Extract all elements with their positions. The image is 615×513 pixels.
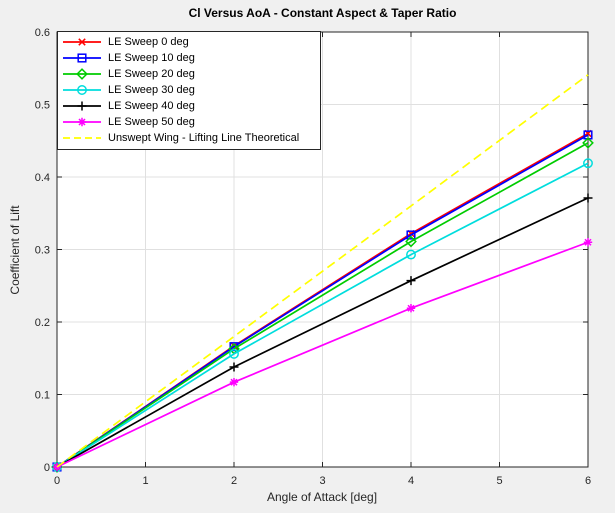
tick-labels: 0 1 2 3 4 5 6 0 0.1 0.2 0.3 0.4 0.5 0.6 [35, 27, 591, 487]
x-tick-label: 2 [231, 475, 237, 487]
legend-line-sample [63, 53, 101, 63]
series-unswept-wing-lifting-line-theoretical [56, 74, 589, 468]
y-tick-label: 0.4 [35, 172, 50, 184]
legend-label: LE Sweep 30 deg [108, 84, 195, 96]
y-tick-label: 0 [44, 462, 50, 474]
legend-label: LE Sweep 0 deg [108, 36, 189, 48]
grid-lines [57, 32, 588, 467]
x-tick-label: 5 [496, 475, 502, 487]
legend-label: LE Sweep 50 deg [108, 116, 195, 128]
y-tick-label: 0.6 [35, 27, 50, 39]
legend-line-sample [63, 137, 101, 139]
legend-item-le-sweep-0-deg: LE Sweep 0 deg [58, 34, 320, 50]
x-tick-label: 6 [585, 475, 591, 487]
legend-line-sample [63, 85, 101, 95]
legend-item-le-sweep-30-deg: LE Sweep 30 deg [58, 82, 320, 98]
legend-line-sample [63, 117, 101, 127]
legend-item-le-sweep-50-deg: LE Sweep 50 deg [58, 114, 320, 130]
legend-item-le-sweep-40-deg: LE Sweep 40 deg [58, 98, 320, 114]
legend-item-le-sweep-20-deg: LE Sweep 20 deg [58, 66, 320, 82]
legend-label: LE Sweep 40 deg [108, 100, 195, 112]
legend: LE Sweep 0 deg LE Sweep 10 deg LE Sweep 20… [57, 31, 321, 150]
x-tick-label: 3 [319, 475, 325, 487]
y-tick-label: 0.3 [35, 245, 50, 257]
x-tick-label: 4 [408, 475, 414, 487]
legend-label: LE Sweep 20 deg [108, 68, 195, 80]
y-tick-label: 0.2 [35, 317, 50, 329]
x-tick-label: 0 [54, 475, 60, 487]
legend-item-le-sweep-10-deg: LE Sweep 10 deg [58, 50, 320, 66]
y-tick-label: 0.5 [35, 100, 50, 112]
y-axis-label: Coefficient of Lift [8, 205, 22, 295]
legend-line-sample [63, 101, 101, 111]
legend-line-sample [63, 68, 101, 80]
legend-line-sample [63, 38, 101, 46]
chart-title: Cl Versus AoA - Constant Aspect & Taper … [188, 6, 457, 20]
legend-item-unswept-wing-lifting-line-theoretical: Unswept Wing - Lifting Line Theoretical [58, 130, 320, 146]
x-axis-label: Angle of Attack [deg] [266, 490, 378, 504]
legend-label: Unswept Wing - Lifting Line Theoretical [108, 132, 300, 144]
x-tick-label: 1 [142, 475, 148, 487]
y-tick-label: 0.1 [35, 390, 50, 402]
legend-label: LE Sweep 10 deg [108, 52, 195, 64]
